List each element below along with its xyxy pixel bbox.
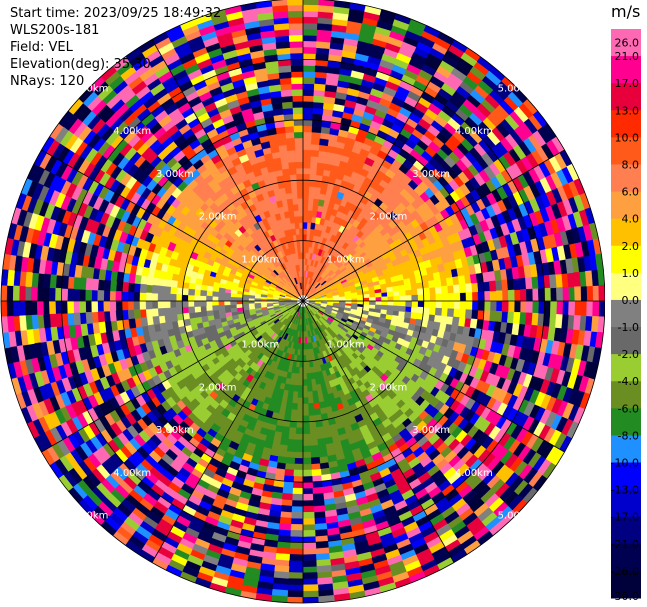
nrays-label: NRays: 120: [10, 74, 85, 89]
colorbar-swatch: [611, 570, 641, 599]
colorbar-swatch: [611, 245, 641, 274]
colorbar-tick-label: 0.0: [622, 294, 640, 307]
colorbar-tick-label: -17.0: [611, 511, 639, 524]
range-ring-label: 4.00km: [113, 468, 151, 479]
azimuth-spoke: [302, 300, 455, 563]
range-ring-label: 4.00km: [455, 126, 493, 137]
colorbar-swatch: [611, 543, 641, 572]
colorbar-tick-label: 1.0: [622, 267, 640, 280]
azimuth-spoke: [302, 300, 565, 453]
range-ring-label: 5.00km: [498, 511, 536, 522]
colorbar-swatch: [611, 29, 641, 57]
colorbar-swatch: [611, 327, 641, 355]
colorbar-tick-label: -30.0: [611, 590, 639, 603]
colorbar-swatch: [611, 435, 641, 464]
colorbar-tick-label: 10.0: [615, 131, 640, 144]
colorbar-tick-label: 13.0: [615, 104, 640, 117]
azimuth-spokes: [1, 0, 605, 603]
range-ring-label: 2.00km: [199, 382, 237, 393]
azimuth-spoke: [151, 39, 304, 302]
colorbar-tick-label: 2.0: [622, 240, 640, 253]
colorbar-swatch: [611, 110, 641, 138]
azimuth-spoke: [41, 149, 304, 302]
colorbar-swatch: [611, 299, 641, 328]
colorbar-swatch: [611, 272, 641, 301]
colorbar-tick-label: -26.0: [611, 565, 639, 578]
colorbar-swatch: [611, 164, 641, 193]
colorbar-tick-label: 8.0: [622, 159, 640, 172]
colorbar-swatch: [611, 516, 641, 545]
colorbar-swatch: [611, 489, 641, 518]
range-ring-label: 3.00km: [156, 425, 194, 436]
range-ring-label: 2.00km: [199, 212, 237, 223]
range-ring-label: 3.00km: [156, 169, 194, 180]
colorbar-tick-label: -10.0: [611, 457, 639, 470]
colorbar-swatch: [611, 83, 641, 111]
range-ring-label: 1.00km: [327, 254, 365, 265]
range-ring-label: 1.00km: [241, 340, 279, 351]
range-ring-label: 5.00km: [71, 511, 109, 522]
range-ring-label: 3.00km: [412, 169, 450, 180]
colorbar-unit: m/s: [611, 2, 640, 21]
colorbar-swatch: [611, 462, 641, 491]
colorbar-tick-label: -2.0: [618, 348, 639, 361]
colorbar-tick-label: 6.0: [622, 186, 640, 199]
range-ring-labels: 1.00km 1.00km 1.00km 1.00km 2.00km 2.00km 2.00…: [71, 84, 536, 522]
colorbar-tick-label: -21.0: [611, 538, 639, 551]
colorbar-swatch: [611, 191, 641, 220]
colorbar-tick-label: 17.0: [615, 77, 640, 90]
colorbar-swatch: [611, 137, 641, 165]
colorbar-tick-label: 4.0: [622, 213, 640, 226]
colorbar-tick-label: 21.0: [615, 50, 640, 63]
colorbar-swatch: [611, 218, 641, 247]
start-time-label: Start time: 2023/09/25 18:49:32: [10, 6, 222, 21]
range-ring-label: 3.00km: [412, 425, 450, 436]
colorbar-tick-label: -8.0: [618, 429, 639, 442]
azimuth-spoke: [302, 149, 565, 302]
range-ring-label: 5.00km: [498, 84, 536, 95]
colorbar-swatch: [611, 381, 641, 409]
azimuth-spoke: [151, 300, 304, 563]
elevation-label: Elevation(deg): 35.30: [10, 57, 151, 72]
instrument-label: WLS200s-181: [10, 23, 100, 38]
ppi-plot: 1.00km 1.00km 1.00km 1.00km 2.00km 2.00km 2.00…: [0, 0, 605, 604]
colorbar-swatch: [611, 354, 641, 382]
colorbar-swatches: [611, 29, 641, 599]
azimuth-spoke: [41, 300, 304, 453]
range-ring-label: 5.00km: [71, 84, 109, 95]
colorbar-swatch: [611, 56, 641, 84]
velocity-gate-layer: [49, 59, 580, 603]
colorbar-tick-label: -13.0: [611, 484, 639, 497]
colorbar: m/s 26.021.0 17.0 13.0 10.0 8.0 6.0 4.0 2.0 1.0 0…: [611, 2, 641, 604]
colorbar-tick-label: -1.0: [618, 321, 639, 334]
colorbar-tick-label: -4.0: [618, 375, 639, 388]
range-ring-label: 2.00km: [369, 382, 407, 393]
range-ring-label: 4.00km: [113, 126, 151, 137]
range-ring-label: 1.00km: [327, 340, 365, 351]
range-ring-label: 1.00km: [241, 254, 279, 265]
colorbar-ticks: 26.021.0 17.0 13.0 10.0 8.0 6.0 4.0 2.0 1.0 0.0 -1…: [611, 37, 639, 604]
range-ring-label: 4.00km: [455, 468, 493, 479]
colorbar-tick-label: 26.0: [615, 37, 640, 50]
field-label: Field: VEL: [10, 40, 73, 55]
colorbar-swatch: [611, 408, 641, 436]
range-ring-label: 2.00km: [369, 212, 407, 223]
colorbar-tick-label: -6.0: [618, 402, 639, 415]
azimuth-spoke: [302, 39, 455, 302]
